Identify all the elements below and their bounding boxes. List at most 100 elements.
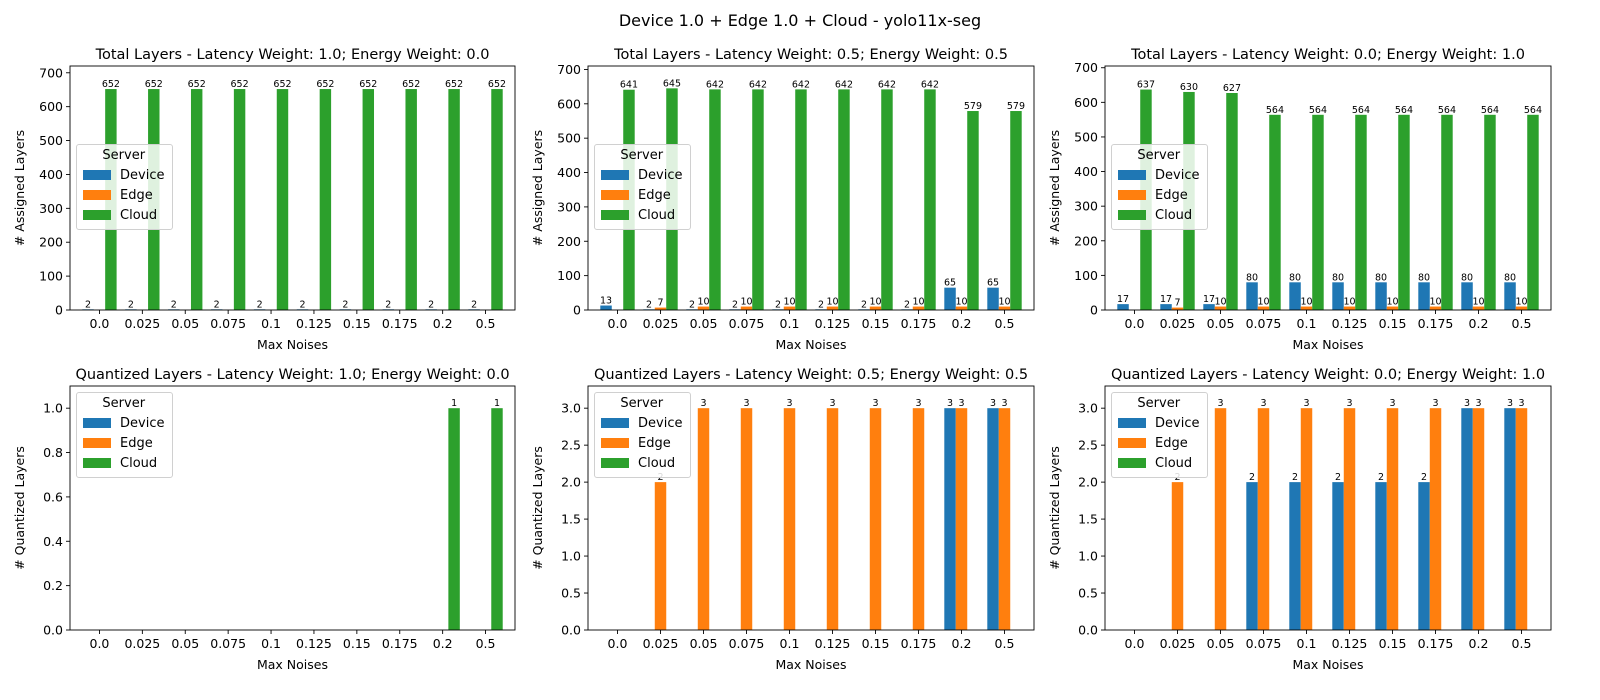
bar-edge-0.175 bbox=[1429, 408, 1442, 630]
data-label-edge-0.075: 3 bbox=[1260, 398, 1266, 409]
bar-edge-0.2 bbox=[955, 408, 968, 630]
chart-panel-5: 332333333330.00.51.01.52.02.53.00.00.025… bbox=[530, 367, 1035, 672]
data-label-edge-0.15: 10 bbox=[1386, 297, 1398, 308]
x-axis-label: Max Noises bbox=[775, 657, 846, 672]
data-label-cloud-0.2: 652 bbox=[445, 79, 463, 90]
data-label-edge-0.125: 10 bbox=[826, 297, 838, 308]
x-tick-label: 0.175 bbox=[382, 636, 418, 651]
data-label-device-0.025: 2 bbox=[128, 299, 134, 310]
data-label-device-0.075: 80 bbox=[1246, 272, 1258, 283]
bar-device-0.2 bbox=[1461, 282, 1473, 310]
x-tick-label: 0.125 bbox=[296, 316, 332, 331]
data-label-cloud-0.125: 564 bbox=[1352, 105, 1370, 116]
y-tick-label: 0.5 bbox=[561, 586, 581, 601]
data-label-device-0.05: 17 bbox=[1203, 294, 1215, 305]
bar-cloud-0.05 bbox=[709, 89, 721, 311]
bar-device-0.05 bbox=[1203, 304, 1215, 310]
data-label-cloud-0.15: 652 bbox=[359, 79, 377, 90]
legend-swatch bbox=[601, 458, 629, 468]
y-tick-label: 300 bbox=[557, 199, 581, 214]
data-label-cloud-0.2: 579 bbox=[964, 101, 982, 112]
bar-device-0.1 bbox=[1289, 482, 1301, 630]
legend-entry-device: Device bbox=[601, 413, 682, 433]
legend-swatch bbox=[601, 418, 629, 428]
x-tick-label: 0.175 bbox=[901, 636, 937, 651]
bar-cloud-0.15 bbox=[881, 89, 893, 311]
bar-edge-0.025 bbox=[1171, 307, 1184, 310]
data-label-edge-0.5: 10 bbox=[998, 297, 1010, 308]
data-label-edge-0.15: 3 bbox=[1389, 398, 1395, 409]
bar-cloud-0.2 bbox=[1484, 114, 1496, 310]
data-label-edge-0.175: 3 bbox=[915, 398, 921, 409]
bar-cloud-0.2 bbox=[448, 408, 460, 630]
legend-swatch bbox=[1118, 170, 1146, 180]
data-label-cloud-0.2: 564 bbox=[1481, 105, 1499, 116]
figure-title: Device 1.0 + Edge 1.0 + Cloud - yolo11x-… bbox=[618, 11, 982, 30]
x-tick-label: 0.175 bbox=[901, 316, 937, 331]
chart-title: Total Layers - Latency Weight: 0.5; Ener… bbox=[613, 47, 1008, 63]
bar-device-0.175 bbox=[1418, 282, 1430, 310]
data-label-cloud-0.05: 627 bbox=[1223, 83, 1241, 94]
x-axis-label: Max Noises bbox=[1292, 337, 1363, 352]
bar-edge-0.1 bbox=[1300, 408, 1313, 630]
legend-entry-device: Device bbox=[83, 165, 164, 185]
x-tick-label: 0.05 bbox=[690, 636, 718, 651]
legend-label: Cloud bbox=[638, 455, 676, 471]
bar-edge-0.075 bbox=[1257, 408, 1270, 630]
bar-edge-0.5 bbox=[1515, 306, 1528, 310]
data-label-edge-0.05: 3 bbox=[1217, 398, 1223, 409]
bar-edge-0.15 bbox=[1386, 306, 1399, 310]
data-label-device-0.075: 2 bbox=[1249, 472, 1255, 483]
legend-label: Device bbox=[120, 415, 165, 431]
bar-edge-0.5 bbox=[998, 408, 1011, 630]
legend-label: Device bbox=[638, 167, 683, 183]
data-label-cloud-0.075: 652 bbox=[231, 79, 249, 90]
y-tick-label: 0.4 bbox=[43, 534, 63, 549]
bar-cloud-0.5 bbox=[491, 89, 503, 310]
bar-device-0.2 bbox=[944, 408, 956, 630]
data-label-device-0.15: 2 bbox=[342, 299, 348, 310]
bar-cloud-0.075 bbox=[1269, 114, 1281, 310]
bar-edge-0.025 bbox=[1171, 482, 1184, 630]
y-tick-label: 200 bbox=[557, 234, 581, 249]
legend-label: Cloud bbox=[638, 207, 676, 223]
chart-title: Total Layers - Latency Weight: 1.0; Ener… bbox=[95, 47, 490, 63]
data-label-edge-0.075: 10 bbox=[1257, 297, 1269, 308]
x-tick-label: 0.5 bbox=[476, 636, 496, 651]
bar-cloud-0.15 bbox=[1398, 114, 1410, 310]
bar-cloud-0.175 bbox=[924, 89, 936, 311]
x-tick-label: 0.05 bbox=[171, 636, 199, 651]
legend-entry-edge: Edge bbox=[83, 185, 164, 205]
x-tick-label: 0.125 bbox=[1332, 316, 1368, 331]
bar-device-0.15 bbox=[1375, 482, 1387, 630]
chart-title: Total Layers - Latency Weight: 0.0; Ener… bbox=[1130, 47, 1525, 63]
data-label-cloud-0.1: 642 bbox=[792, 79, 810, 90]
data-label-device-0.0: 13 bbox=[600, 296, 612, 307]
x-tick-label: 0.125 bbox=[815, 316, 851, 331]
y-axis-label: # Assigned Layers bbox=[1047, 130, 1062, 246]
legend-title: Server bbox=[1137, 396, 1181, 411]
bar-cloud-0.2 bbox=[967, 111, 979, 311]
y-tick-label: 100 bbox=[1074, 268, 1098, 283]
legend-entry-edge: Edge bbox=[1118, 433, 1199, 453]
data-label-cloud-0.175: 564 bbox=[1438, 105, 1456, 116]
y-tick-label: 600 bbox=[1074, 95, 1098, 110]
axes-frame bbox=[587, 385, 1035, 631]
y-tick-label: 1.0 bbox=[561, 549, 581, 564]
data-label-device-0.15: 2 bbox=[861, 299, 867, 310]
bar-cloud-0.15 bbox=[362, 89, 375, 310]
y-tick-label: 2.0 bbox=[561, 475, 581, 490]
data-label-device-0.1: 2 bbox=[1292, 472, 1298, 483]
bar-cloud-0.1 bbox=[276, 89, 289, 310]
legend-label: Device bbox=[638, 415, 683, 431]
data-label-device-0.5: 3 bbox=[1507, 398, 1513, 409]
bar-device-0.5 bbox=[987, 408, 999, 630]
data-label-device-0.2: 3 bbox=[1464, 398, 1470, 409]
x-tick-label: 0.075 bbox=[729, 636, 765, 651]
legend-swatch bbox=[83, 170, 111, 180]
data-label-cloud-0.025: 652 bbox=[145, 79, 163, 90]
x-tick-label: 0.5 bbox=[1512, 316, 1532, 331]
x-tick-label: 0.075 bbox=[210, 636, 246, 651]
data-label-cloud-0.2: 1 bbox=[451, 398, 457, 409]
data-label-device-0.125: 2 bbox=[299, 299, 305, 310]
